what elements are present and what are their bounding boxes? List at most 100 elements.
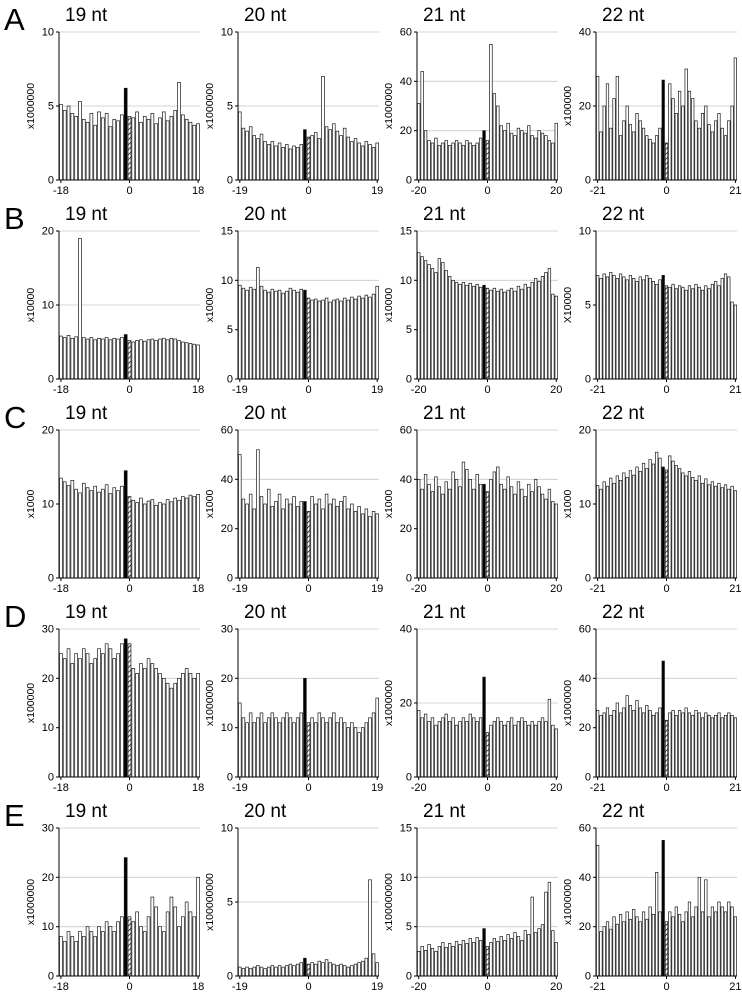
- bar: [177, 677, 181, 778]
- panel-label-B: B: [4, 201, 25, 236]
- hatched-bar: [485, 732, 490, 778]
- bar: [375, 513, 379, 579]
- bar: [248, 968, 253, 977]
- bar: [472, 488, 476, 579]
- bar: [645, 275, 649, 380]
- bar: [605, 83, 610, 181]
- bar: [310, 496, 314, 579]
- bar: [292, 722, 296, 778]
- y-tick-label: 0: [48, 374, 54, 386]
- y-axis-label: x1000000: [384, 83, 395, 129]
- bar: [332, 963, 336, 977]
- bar: [554, 122, 558, 181]
- bar: [697, 876, 701, 977]
- bar: [547, 881, 552, 977]
- bar: [658, 127, 662, 181]
- bar: [658, 457, 662, 579]
- bar: [158, 673, 162, 778]
- bar: [150, 896, 155, 977]
- bar: [112, 658, 117, 778]
- bar: [139, 121, 143, 181]
- bar: [506, 476, 510, 579]
- bar: [547, 268, 552, 380]
- bar: [730, 485, 734, 579]
- bar: [648, 710, 652, 778]
- bar: [658, 911, 662, 977]
- bar: [181, 341, 185, 380]
- bar: [492, 938, 497, 977]
- bar: [154, 668, 158, 778]
- bar: [423, 713, 428, 778]
- chart-title: 21 nt: [423, 5, 466, 26]
- bar: [516, 285, 521, 380]
- y-tick-label: 40: [400, 76, 412, 88]
- bar: [638, 120, 642, 181]
- bar: [687, 90, 692, 181]
- chart-row-C: 0 10 20 -18 0 18 x1000 19 nt 0 20 40 60 -19 0 19 x1000 2…: [25, 402, 742, 603]
- chart-row-D: 0 10 20 30 -18 0 18 x100000 19 nt 0 10 20 30 -19 0 19 x1…: [25, 601, 742, 802]
- bar: [684, 911, 688, 977]
- bar: [259, 712, 264, 778]
- bar: [357, 295, 361, 380]
- bar: [135, 673, 139, 778]
- bar: [70, 479, 75, 579]
- bar: [681, 105, 685, 181]
- bar: [295, 717, 300, 778]
- figure-row-A: A 0 5 10 -18 0 18 x1000000 19 nt 0 5 10 -19 0 19 x1000…: [0, 4, 742, 203]
- bar: [684, 707, 688, 778]
- bar: [527, 125, 531, 181]
- bar: [465, 721, 469, 778]
- bar: [104, 921, 109, 977]
- bar: [169, 687, 174, 778]
- bar: [441, 717, 445, 778]
- bar: [506, 721, 510, 778]
- x-tick-label: -20: [411, 583, 427, 595]
- y-tick-label: 20: [42, 673, 54, 685]
- bar: [506, 122, 510, 181]
- bar: [499, 483, 503, 579]
- bar: [513, 493, 517, 579]
- bar: [509, 486, 514, 579]
- bar: [371, 293, 376, 380]
- bar: [625, 279, 629, 380]
- figure-row-B: B 0 10 20 -18 0 18 x10000 19 nt 0 5 10 15 -19 0 19 x100…: [0, 203, 742, 402]
- bar: [496, 717, 500, 778]
- x-tick-label: -21: [590, 981, 606, 993]
- bar: [158, 338, 162, 380]
- bar: [59, 335, 63, 380]
- x-tick-label: -18: [53, 384, 69, 396]
- bar: [516, 721, 521, 778]
- bar: [328, 301, 332, 380]
- bar: [361, 297, 365, 380]
- y-tick-label: 15: [221, 226, 233, 238]
- chart-title: 22 nt: [602, 403, 645, 424]
- y-tick-label: 0: [48, 175, 54, 187]
- bar: [350, 296, 354, 380]
- bar: [165, 499, 170, 579]
- bar: [295, 147, 300, 181]
- bar: [245, 503, 249, 579]
- bar: [733, 304, 737, 380]
- bar: [427, 483, 431, 579]
- bar: [332, 299, 336, 380]
- bar: [353, 963, 358, 977]
- bar: [720, 717, 724, 778]
- bar: [66, 931, 71, 977]
- y-tick-label: 10: [221, 823, 233, 835]
- bar: [277, 493, 282, 579]
- bar: [691, 714, 695, 778]
- bar: [245, 722, 249, 778]
- bar: [733, 490, 737, 579]
- x-tick-label: 0: [484, 583, 490, 595]
- bar: [417, 950, 421, 977]
- bar: [78, 238, 82, 380]
- bar: [285, 498, 289, 579]
- bar: [651, 142, 655, 181]
- bar: [256, 449, 260, 579]
- bar: [444, 270, 448, 380]
- bar: [513, 724, 517, 778]
